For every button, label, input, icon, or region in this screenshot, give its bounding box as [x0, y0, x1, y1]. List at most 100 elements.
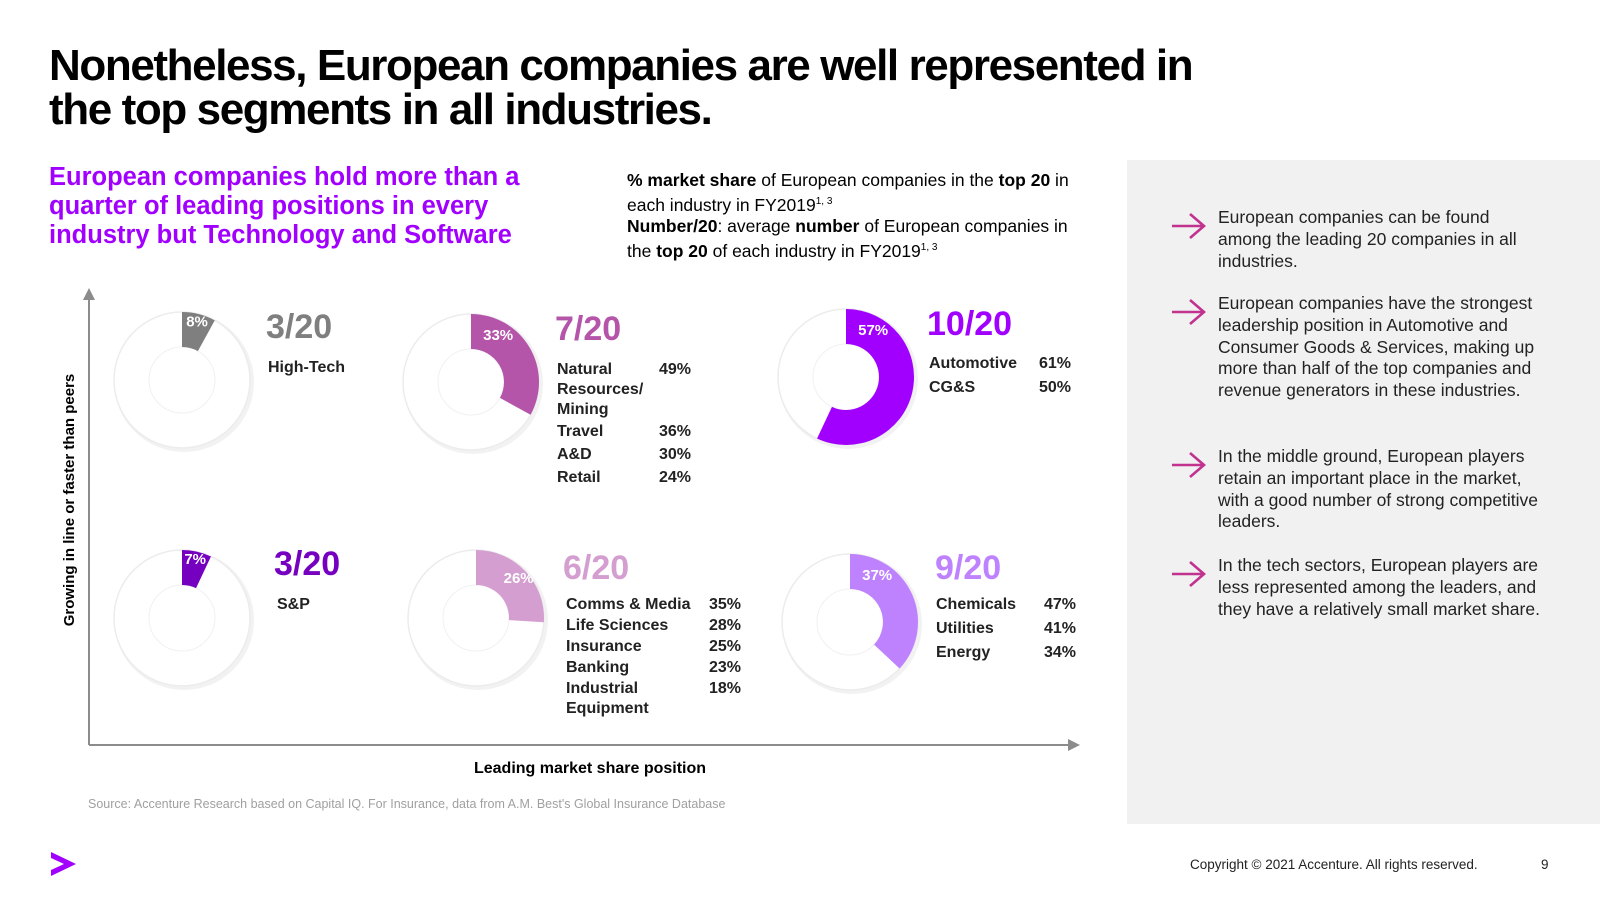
industry-row: Comms & Media 35% — [566, 595, 746, 616]
industry-name: High-Tech — [268, 359, 346, 376]
arrow-right-icon — [1172, 561, 1206, 587]
x-axis-label: Leading market share position — [473, 760, 707, 777]
legend-note-line-1: % market share of European companies in … — [627, 170, 1069, 215]
industry-row: Travel 36% — [557, 422, 697, 445]
x-axis-arrowhead — [1068, 739, 1080, 751]
industry-value: 61% — [1039, 355, 1072, 372]
industry-row: Utilities 41% — [936, 619, 1081, 643]
industry-table: S&P — [277, 595, 310, 615]
industry-name: S&P — [277, 596, 310, 613]
chart-axes: 8% 33% 57% 7% 26% 37% — [83, 288, 1080, 751]
insight-text: In the middle ground, European players r… — [1218, 446, 1539, 532]
industry-name: Automotive — [929, 355, 1017, 372]
industry-value: 36% — [659, 423, 692, 440]
industry-value: 25% — [709, 638, 742, 655]
page-title: Nonetheless, European companies are well… — [49, 41, 1194, 134]
industry-table: Automotive 61% CG&S 50% — [929, 354, 1079, 398]
industry-name: Natural Resources/ Mining — [557, 361, 644, 418]
industry-name: Banking — [566, 659, 630, 676]
legend-note: % market share of European companies in … — [627, 170, 1087, 262]
industry-value: 35% — [709, 596, 742, 613]
page-subtitle: European companies hold more than a quar… — [49, 163, 520, 249]
industry-value: 49% — [659, 361, 692, 378]
industry-value: 30% — [659, 446, 692, 463]
donut-pct-label: 7% — [184, 551, 206, 568]
industry-row: Life Sciences 28% — [566, 616, 746, 637]
industry-name: Chemicals — [936, 596, 1017, 613]
industry-value: 24% — [659, 469, 692, 486]
insight-text: European companies can be found among th… — [1218, 207, 1517, 271]
chart-area: 8% 33% 57% 7% 26% 37% — [83, 288, 1080, 751]
industry-name: Insurance — [566, 638, 642, 655]
footer — [0, 824, 1600, 900]
insight-bullet-4: In the tech sectors, European players ar… — [1170, 555, 1540, 620]
industry-name: A&D — [557, 446, 592, 463]
industry-name: Comms & Media — [566, 596, 691, 613]
industry-table: Natural Resources/ Mining 49% Travel 36% A… — [557, 360, 697, 488]
industry-table: Comms & Media 35% Life Sciences 28% Insura… — [566, 595, 746, 719]
arrow-right-icon — [1172, 452, 1206, 478]
donut-charts: 8% 33% 57% 7% 26% 37% — [113, 308, 922, 694]
industry-value: 18% — [709, 680, 742, 697]
ratio-label: 6/20 — [563, 549, 630, 587]
insight-bullet-3: In the middle ground, European players r… — [1170, 446, 1540, 533]
industry-value: 28% — [709, 617, 742, 634]
donut-segment — [476, 550, 544, 623]
industry-value: 23% — [709, 659, 742, 676]
industry-table: High-Tech — [268, 358, 345, 378]
industry-row: Energy 34% — [936, 643, 1081, 663]
industry-name: Energy — [936, 644, 991, 661]
industry-row: Insurance 25% — [566, 637, 746, 658]
y-axis-arrowhead — [83, 288, 95, 300]
industry-name: CG&S — [929, 379, 976, 396]
insight-bullet-1: European companies can be found among th… — [1170, 207, 1540, 272]
donut-pct-label: 8% — [186, 313, 208, 330]
industry-row: Chemicals 47% — [936, 595, 1081, 619]
ratio-label: 10/20 — [927, 305, 1013, 343]
donut-segment — [471, 314, 539, 415]
industry-row: Automotive 61% — [929, 354, 1079, 378]
donut-segment — [182, 550, 211, 589]
insight-text: European companies have the strongest le… — [1218, 293, 1535, 401]
donut-segment — [182, 311, 215, 352]
copyright: Copyright © 2021 Accenture. All rights r… — [1190, 857, 1478, 872]
donut-segment — [850, 554, 918, 669]
industry-value: 50% — [1039, 379, 1072, 396]
industry-row: CG&S 50% — [929, 378, 1079, 398]
industry-value: 34% — [1044, 644, 1077, 661]
donut-pct-label: 33% — [483, 327, 513, 344]
insights-panel — [1127, 160, 1600, 824]
page-number: 9 — [1541, 857, 1549, 872]
industry-name: Life Sciences — [566, 617, 669, 634]
industry-row: Natural Resources/ Mining 49% — [557, 360, 697, 422]
industry-name: Travel — [557, 423, 604, 440]
industry-row: S&P — [277, 595, 310, 615]
industry-value: 47% — [1044, 596, 1077, 613]
industry-name: Utilities — [936, 620, 994, 637]
industry-value: 41% — [1044, 620, 1077, 637]
industry-table: Chemicals 47% Utilities 41% Energy 34% — [936, 595, 1081, 663]
ratio-label: 3/20 — [274, 545, 341, 583]
donut-pct-label: 37% — [862, 567, 892, 584]
ratio-label: 7/20 — [555, 310, 622, 348]
arrow-right-icon — [1172, 213, 1206, 239]
industry-row: A&D 30% — [557, 445, 697, 468]
industry-row: Retail 24% — [557, 468, 697, 488]
insight-text: In the tech sectors, European players ar… — [1218, 555, 1540, 619]
legend-note-line-2: Number/20: average number of European co… — [627, 215, 1068, 261]
industry-row: High-Tech — [268, 358, 345, 378]
insight-bullet-2: European companies have the strongest le… — [1170, 293, 1540, 402]
source-note: Source: Accenture Research based on Capi… — [88, 797, 726, 811]
industry-row: Banking 23% — [566, 658, 746, 679]
donut-pct-label: 26% — [504, 570, 534, 587]
industry-name: Industrial Equipment — [566, 680, 649, 717]
donut-segment — [817, 309, 914, 445]
accenture-logo-icon — [51, 852, 76, 876]
ratio-label: 9/20 — [935, 549, 1002, 587]
industry-name: Retail — [557, 469, 601, 486]
ratio-label: 3/20 — [266, 308, 333, 346]
donut-pct-label: 57% — [858, 322, 888, 339]
y-axis-label: Growing in line or faster than peers — [61, 373, 78, 627]
arrow-right-icon — [1172, 299, 1206, 325]
industry-row: Industrial Equipment 18% — [566, 679, 746, 719]
